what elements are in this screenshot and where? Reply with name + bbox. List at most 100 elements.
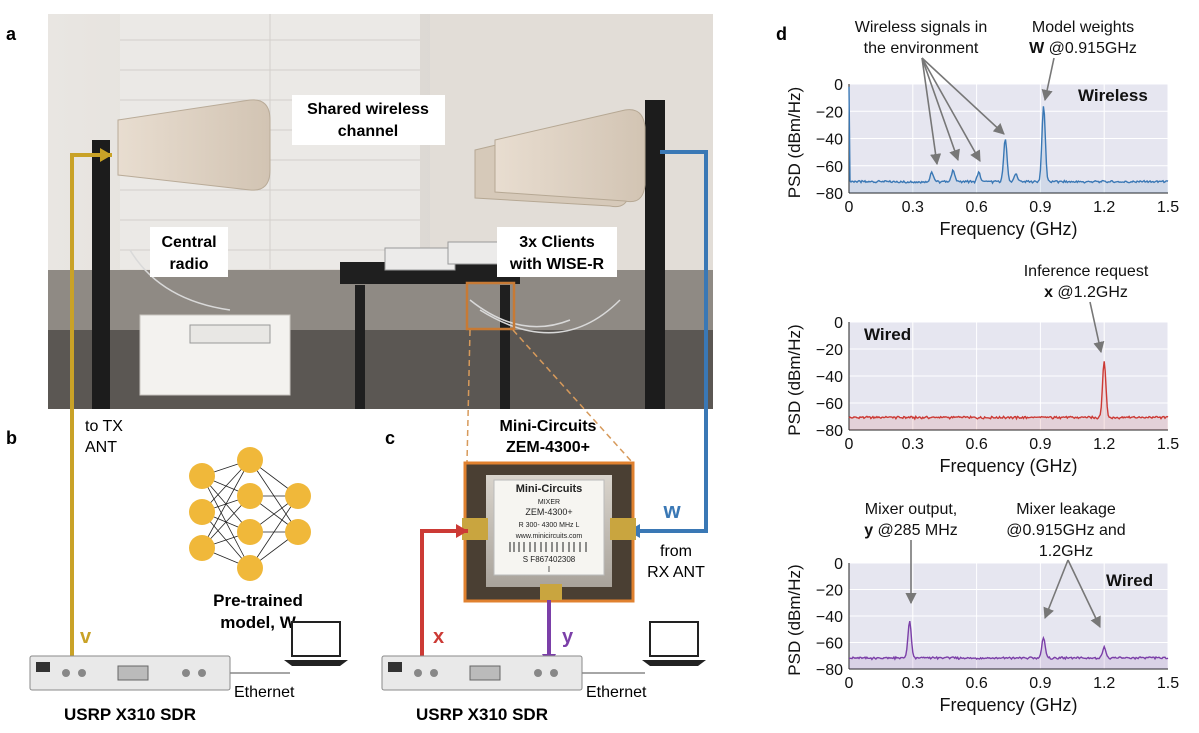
svg-text:R 300- 4300 MHz L: R 300- 4300 MHz L [519, 522, 580, 529]
annotation-arrow [921, 57, 960, 162]
x-tick-label: 0.3 [902, 436, 924, 453]
annotation-arrow [1089, 301, 1105, 354]
x-tick-label: 0 [845, 199, 854, 216]
lab-photo [48, 14, 713, 409]
y-tick-label: −80 [816, 423, 843, 440]
tx-pole [92, 140, 110, 409]
annotation-arrow [921, 57, 942, 166]
x-feed-line [420, 529, 468, 665]
psd-chart-3: 0 0.3 0.6 0.9 1.2 1.5 0 −20 −40 −60 −80 Frequency (… [785, 501, 1179, 715]
svg-text:ANT: ANT [85, 439, 117, 456]
y-tick-label: 0 [834, 556, 843, 573]
annotation-arrow [1067, 559, 1101, 629]
svg-text:ZEM-4300+: ZEM-4300+ [525, 507, 572, 517]
panel-label-a: a [6, 24, 17, 44]
annotation-text: 1.2GHz [1039, 543, 1093, 560]
svg-text:with WISE-R: with WISE-R [509, 256, 605, 273]
v-label: v [80, 626, 92, 648]
y-tick-label: −40 [816, 132, 843, 149]
x-tick-label: 0.6 [965, 436, 987, 453]
svg-text:ZEM-4300+: ZEM-4300+ [506, 439, 590, 456]
annotation-text: Inference request [1024, 263, 1149, 280]
w-label: w [662, 498, 681, 523]
x-tick-label: 0.9 [1029, 436, 1051, 453]
x-label: x [433, 626, 444, 648]
series-line [848, 86, 1169, 185]
rx-antenna [494, 109, 646, 203]
y-axis-label: PSD (dBm/Hz) [785, 87, 804, 198]
y-tick-label: −20 [816, 583, 843, 600]
annotation-text: Wireless signals in [855, 19, 987, 36]
y-tick-label: −60 [816, 396, 843, 413]
neural-network-icon [189, 447, 311, 581]
laptop-icon-right [642, 621, 706, 666]
x-axis-label: Frequency (GHz) [939, 695, 1077, 715]
annotation-text: @0.915GHz and [1006, 522, 1125, 539]
panel-label-b: b [6, 428, 17, 448]
mixer-title: Mini-Circuits [500, 418, 597, 435]
model-caption: Pre-trained [213, 591, 303, 610]
y-tick-label: −40 [816, 609, 843, 626]
client-device [384, 247, 456, 271]
svg-text:3x Clients: 3x Clients [519, 234, 595, 251]
rx-pole [645, 100, 665, 409]
svg-text:S F867402308: S F867402308 [523, 555, 576, 564]
y-tick-label: −20 [816, 342, 843, 359]
ethernet-label-right: Ethernet [586, 684, 647, 701]
ethernet-label-left: Ethernet [234, 684, 295, 701]
x-tick-label: 0.3 [902, 675, 924, 692]
usrp-label-right: USRP X310 SDR [416, 705, 548, 724]
y-tick-label: −60 [816, 636, 843, 653]
y-tick-label: 0 [834, 315, 843, 332]
svg-text:I: I [548, 565, 550, 574]
x-tick-label: 1.2 [1093, 436, 1115, 453]
annotation-arrow [921, 57, 981, 162]
x-tick-label: 0 [845, 436, 854, 453]
tx-feed-line [70, 153, 112, 665]
tx-antenna [117, 99, 271, 191]
panel-tag: Wired [1106, 571, 1153, 590]
annotation-text: Mixer output, [865, 501, 957, 518]
series-area [849, 361, 1168, 430]
x-tick-label: 1.2 [1093, 675, 1115, 692]
series-area [849, 86, 1168, 193]
series-line [848, 361, 1169, 421]
psd-charts: 0 0.3 0.6 0.9 1.2 1.5 0 −20 −40 −60 −80 Frequency (… [785, 19, 1179, 715]
y-tick-label: −80 [816, 186, 843, 203]
psd-chart-1: 0 0.3 0.6 0.9 1.2 1.5 0 −20 −40 −60 −80 Frequency (… [785, 19, 1179, 239]
panel-label-c: c [385, 428, 395, 448]
w-feed-line [628, 150, 708, 533]
svg-text:www.minicircuits.com: www.minicircuits.com [515, 533, 583, 540]
svg-text:Central: Central [161, 234, 216, 251]
x-tick-label: 0.6 [965, 199, 987, 216]
annotation-arrow [1041, 57, 1055, 102]
to-tx-label: to TX [85, 418, 123, 435]
x-tick-label: 1.5 [1157, 436, 1179, 453]
laptop-icon [284, 621, 348, 666]
central-radio-device [189, 324, 271, 344]
annotation-arrow [1043, 559, 1069, 620]
y-tick-label: −60 [816, 159, 843, 176]
annotation-arrow [921, 57, 1005, 135]
y-tick-label: 0 [834, 77, 843, 94]
x-tick-label: 0 [845, 675, 854, 692]
mixer-photo: Mini-Circuits MIXER ZEM-4300+ R 300- 430… [462, 461, 636, 603]
svg-text:RX ANT: RX ANT [647, 564, 705, 581]
panel-tag: Wireless [1078, 86, 1148, 105]
mixer-brand: Mini-Circuits [516, 483, 583, 495]
annotation-text: Model weights [1032, 19, 1134, 36]
x-tick-label: 0.9 [1029, 675, 1051, 692]
annotation-text: y @285 MHz [864, 522, 958, 539]
y-label: y [562, 626, 574, 648]
y-tick-label: −80 [816, 662, 843, 679]
x-axis-label: Frequency (GHz) [939, 456, 1077, 476]
usrp-device-left [29, 655, 231, 691]
y-tick-label: −20 [816, 104, 843, 121]
panel-tag: Wired [864, 325, 911, 344]
svg-text:radio: radio [169, 256, 208, 273]
usrp-label-left: USRP X310 SDR [64, 705, 196, 724]
annotation-text: x @1.2GHz [1044, 284, 1128, 301]
annotation-text: the environment [864, 40, 979, 57]
